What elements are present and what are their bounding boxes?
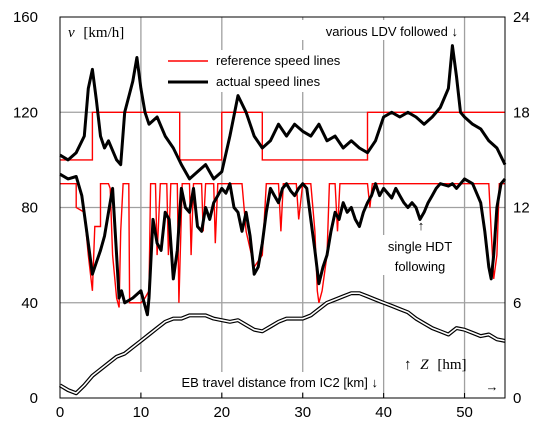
hdt-annotation-line1: single HDT (388, 239, 452, 254)
y-left-tick-label: 160 (13, 9, 38, 26)
y-axis-label: v [km/h] (68, 25, 124, 41)
series-group (58, 44, 507, 396)
y-axis-label-var: v (68, 25, 75, 41)
y-left-tick-label: 120 (13, 104, 38, 121)
elevation-line-inner (59, 292, 506, 394)
x-axis-label: EB travel distance from IC2 [km] ↓ (181, 375, 378, 390)
x-tick-label: 0 (56, 404, 64, 421)
ldv-annotation: various LDV followed ↓ (326, 24, 458, 39)
z-axis-label: ↑ Z [hm] (404, 357, 467, 373)
actual-speed-line-2 (59, 172, 507, 317)
z-axis-label-arrow: ↑ (404, 357, 412, 373)
legend-box (160, 50, 360, 92)
legend-label-actual: actual speed lines (216, 74, 321, 89)
x-tick-label: 30 (294, 404, 311, 421)
reference-speed-line-1 (60, 111, 505, 161)
y-left-tick-label: 0 (30, 390, 38, 407)
x-label-bg (124, 372, 380, 392)
z-axis-label-unit: [hm] (437, 357, 466, 373)
y-left-tick-label: 40 (21, 295, 38, 312)
y-left-tick-label: 80 (21, 200, 38, 217)
y-right-tick-label: 6 (513, 295, 521, 312)
tick-labels: 0 10 20 30 40 50 0 40 80 120 160 0 6 12 18 24 (13, 9, 530, 421)
legend: reference speed lines actual speed lines (160, 50, 360, 92)
plot-frame (59, 16, 506, 399)
x-axis-arrow: → (486, 379, 499, 394)
hdt-annotation-line2: following (395, 259, 446, 274)
ldv-annotation-bg (282, 20, 460, 40)
y-right-tick-label: 0 (513, 390, 521, 407)
y-right-tick-label: 24 (513, 9, 530, 26)
x-tick-label: 40 (375, 404, 392, 421)
y-axis-label-unit: [km/h] (83, 25, 124, 41)
y-right-tick-label: 12 (513, 200, 530, 217)
x-tick-label: 50 (456, 404, 473, 421)
actual-speed-line-1 (59, 44, 507, 181)
hdt-annotation-arrow: ↑ (418, 218, 425, 233)
legend-label-reference: reference speed lines (216, 53, 341, 68)
hdt-annotation-bg (380, 235, 462, 275)
z-axis-label-var: Z (420, 357, 429, 373)
x-tick-label: 10 (133, 404, 150, 421)
x-tick-label: 20 (213, 404, 230, 421)
y-right-tick-label: 18 (513, 104, 530, 121)
reference-speed-line-2 (60, 183, 505, 308)
